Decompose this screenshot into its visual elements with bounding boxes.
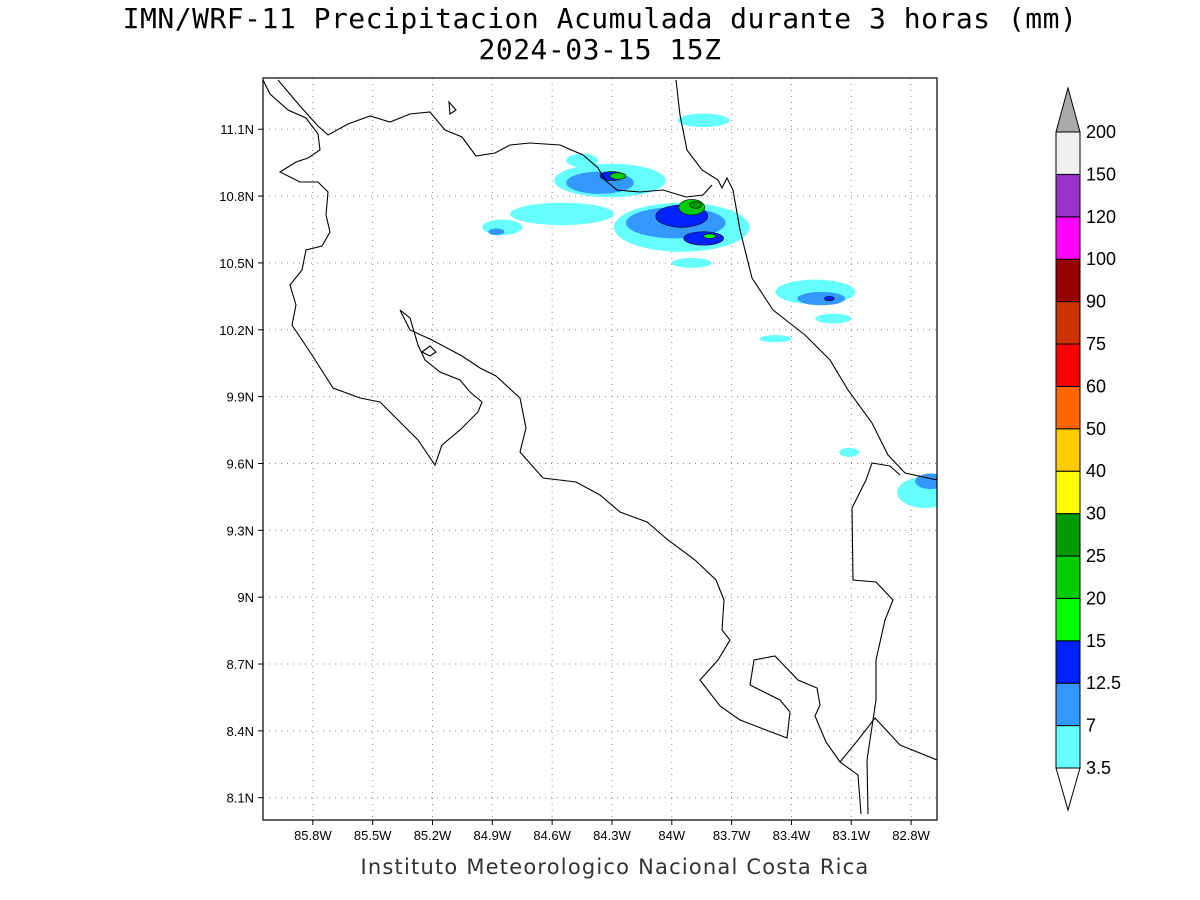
colorbar-segment <box>1055 131 1081 175</box>
precipitation-field <box>482 113 937 509</box>
lake-outline <box>448 100 457 115</box>
colorbar-segment <box>1055 258 1081 303</box>
x-tick-label: 84W <box>658 828 685 843</box>
island-outline <box>420 345 437 357</box>
colorbar-min-arrow <box>1055 767 1081 812</box>
precip-cell <box>797 291 846 306</box>
colorbar-label: 50 <box>1086 419 1106 439</box>
x-tick-label: 84.3W <box>593 828 631 843</box>
coastline-borders <box>263 79 937 815</box>
y-tick-label: 8.4N <box>227 724 254 739</box>
y-tick-label: 8.7N <box>227 657 254 672</box>
x-tick-label: 85.8W <box>294 828 332 843</box>
colorbar-label: 20 <box>1086 588 1106 608</box>
precip-cell <box>683 231 724 246</box>
y-tick-label: 11.1N <box>220 122 254 137</box>
colorbar-label: 100 <box>1086 249 1116 269</box>
precip-cell <box>815 313 852 324</box>
precip-cell <box>839 447 860 457</box>
colorbar-segment <box>1055 470 1081 515</box>
precip-cell <box>566 153 599 168</box>
precip-cell <box>759 335 792 343</box>
precip-cell <box>671 258 712 268</box>
precip-cell <box>510 202 614 226</box>
precip-cell <box>915 473 937 490</box>
colorbar-label: 200 <box>1086 122 1116 142</box>
pacific-coast-line <box>263 79 862 815</box>
institution-footer: Instituto Meteorologico Nacional Costa R… <box>360 855 870 879</box>
colorbar-segment <box>1055 385 1081 430</box>
colorbar-legend: 3.5 7 12.5 15 20 25 30 40 50 60 75 90 100 120 150 200 <box>1055 86 1121 812</box>
colorbar-label: 120 <box>1086 207 1116 227</box>
y-tick-label: 10.5N <box>219 256 254 271</box>
x-tick-label: 82.8W <box>892 828 930 843</box>
colorbar-label: 12.5 <box>1086 673 1121 693</box>
map-frame-border <box>262 77 938 821</box>
map-frame-background <box>263 78 937 820</box>
colorbar-label: 150 <box>1086 164 1116 184</box>
x-tick-label: 83.1W <box>832 828 870 843</box>
panama-border-line <box>851 462 901 815</box>
x-tick-label: 84.6W <box>533 828 571 843</box>
x-tick-label: 85.5W <box>354 828 392 843</box>
colorbar-segment <box>1055 513 1081 557</box>
colorbar-segment <box>1055 428 1081 472</box>
colorbar-label: 7 <box>1086 716 1096 736</box>
colorbar-segment <box>1055 597 1081 642</box>
colorbar-label: 40 <box>1086 461 1106 481</box>
x-tick-label: 83.4W <box>773 828 811 843</box>
y-tick-label: 8.1N <box>227 791 254 806</box>
precip-cell <box>703 233 716 239</box>
precip-cell <box>609 172 627 180</box>
colorbar-label: 60 <box>1086 376 1106 396</box>
y-tick-label: 9.6N <box>227 456 254 471</box>
colorbar-segment <box>1055 301 1081 345</box>
colorbar-segment <box>1055 343 1081 387</box>
x-tick-label: 84.9W <box>474 828 512 843</box>
panama-coast-line <box>839 717 937 763</box>
y-tick-label: 9N <box>237 590 254 605</box>
colorbar-label: 75 <box>1086 334 1106 354</box>
precip-cell <box>677 113 730 128</box>
colorbar-label: 3.5 <box>1086 758 1111 778</box>
colorbar-segment <box>1055 173 1081 218</box>
y-tick-label: 9.9N <box>227 390 254 405</box>
colorbar-segment <box>1055 682 1081 727</box>
colorbar-segment <box>1055 555 1081 599</box>
precip-cell <box>689 201 702 209</box>
caribbean-coast-line <box>675 79 937 481</box>
colorbar-segment <box>1055 216 1081 260</box>
latitude-axis: 11.1N 10.8N 10.5N 10.2N 9.9N 9.6N 9.3N 9N 8.7N 8.… <box>219 122 263 806</box>
x-tick-label: 83.7W <box>713 828 751 843</box>
precip-cell <box>488 228 505 236</box>
map-title: IMN/WRF-11 Precipitacion Acumulada duran… <box>122 2 1078 35</box>
y-tick-label: 9.3N <box>227 523 254 538</box>
precip-cell <box>824 296 835 302</box>
north-border-line <box>277 79 713 198</box>
colorbar-label: 15 <box>1086 631 1106 651</box>
y-tick-label: 10.8N <box>219 189 254 204</box>
colorbar-label: 90 <box>1086 292 1106 312</box>
map-valid-time: 2024-03-15 15Z <box>478 33 722 66</box>
y-tick-label: 10.2N <box>219 323 254 338</box>
colorbar-label: 25 <box>1086 546 1106 566</box>
colorbar-segment <box>1055 640 1081 684</box>
colorbar-label: 30 <box>1086 504 1106 524</box>
longitude-axis: 85.8W 85.5W 85.2W 84.9W 84.6W 84.3W 84W 83.7W 83… <box>294 820 931 843</box>
colorbar-max-arrow <box>1055 86 1081 133</box>
colorbar-segment <box>1055 725 1081 769</box>
x-tick-label: 85.2W <box>414 828 452 843</box>
